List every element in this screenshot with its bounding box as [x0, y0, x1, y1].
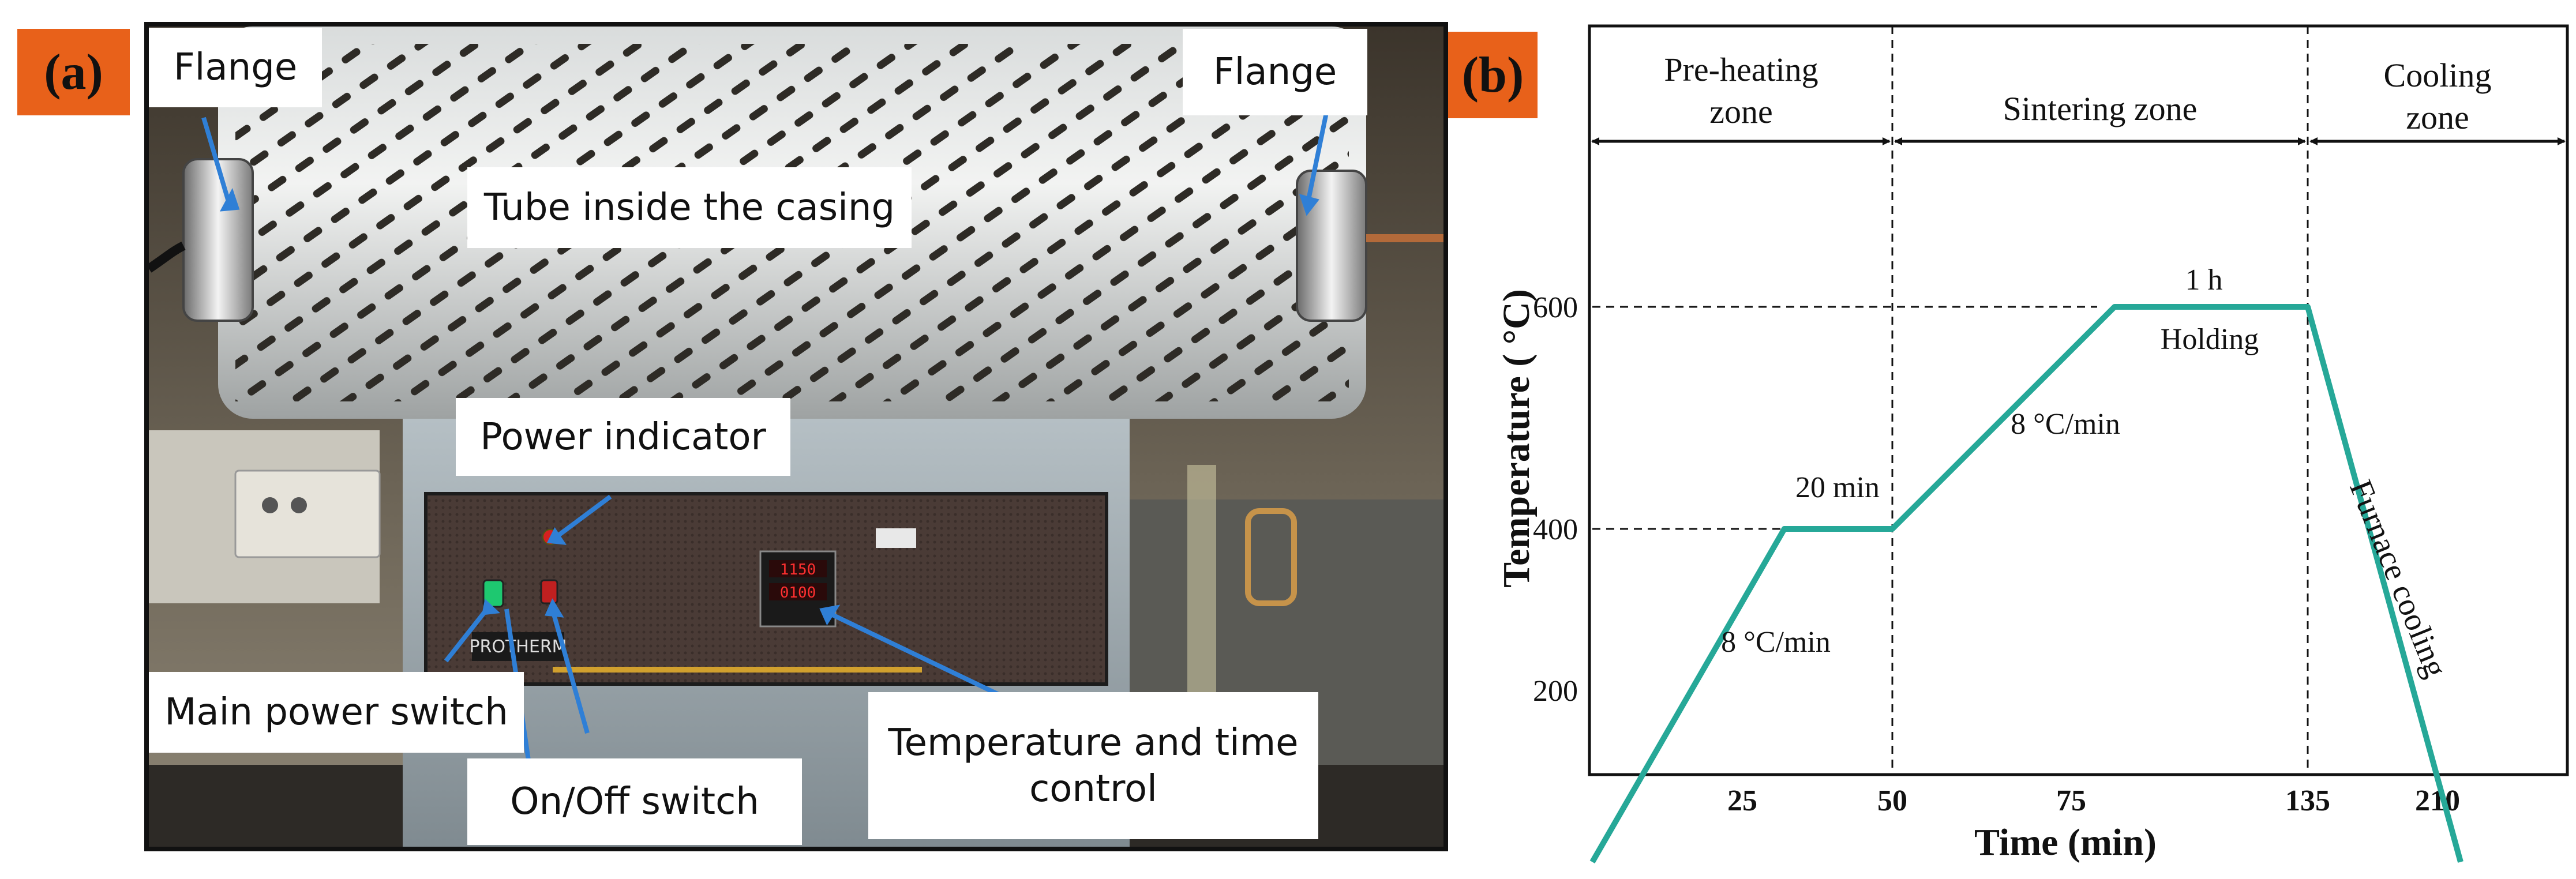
annotation-ramp2: 8 °C/min — [2011, 408, 2120, 441]
zone-label-preheat-2: zone — [1709, 93, 1773, 130]
y-axis-label: Temperature ( °C) — [1495, 289, 1538, 588]
annotation-holding: Holding — [2161, 323, 2259, 356]
temperature-profile-chart: Pre-heating zone Sintering zone Cooling … — [1495, 24, 2569, 863]
label-temp-control: Temperature and time control — [868, 692, 1318, 839]
svg-text:0100: 0100 — [780, 584, 816, 602]
label-flange-left: Flange — [149, 28, 322, 107]
panel-a-tag: (a) — [17, 29, 130, 115]
y-tick-600: 600 — [1533, 291, 1578, 324]
annotation-hold2: 1 h — [2185, 264, 2223, 296]
y-tick-400: 400 — [1533, 513, 1578, 546]
label-on-off-switch: On/Off switch — [467, 758, 802, 845]
zone-label-cool-1: Cooling — [2384, 57, 2492, 94]
annotation-ramp1: 8 °C/min — [1721, 626, 1831, 659]
label-flange-right: Flange — [1183, 29, 1367, 115]
x-tick-25: 25 — [1727, 784, 1757, 817]
label-temp-control-line2: control — [1029, 767, 1157, 810]
annotation-hold1: 20 min — [1795, 471, 1880, 504]
svg-text:1150: 1150 — [780, 561, 816, 579]
x-tick-210: 210 — [2415, 784, 2460, 817]
x-axis-label: Time (min) — [1974, 821, 2157, 863]
x-tick-75: 75 — [2056, 784, 2086, 817]
label-temp-control-line1: Temperature and time — [888, 721, 1299, 764]
label-tube: Tube inside the casing — [467, 167, 912, 248]
label-main-power-switch: Main power switch — [149, 672, 524, 753]
annotation-cooling: Furnace cooling — [2342, 475, 2454, 682]
zone-label-cool-2: zone — [2406, 99, 2469, 136]
x-tick-50: 50 — [1877, 784, 1907, 817]
temperature-profile-line — [1589, 304, 2463, 863]
zone-label-sinter: Sintering zone — [2003, 90, 2198, 127]
svg-text:PROTHERM: PROTHERM — [469, 637, 567, 657]
chart-frame — [1588, 24, 2569, 776]
x-tick-135: 135 — [2285, 784, 2330, 817]
zone-label-preheat-1: Pre-heating — [1664, 51, 1818, 88]
label-power-indicator: Power indicator — [456, 398, 790, 476]
y-tick-200: 200 — [1533, 675, 1578, 708]
panel-b-tag: (b) — [1448, 32, 1538, 118]
